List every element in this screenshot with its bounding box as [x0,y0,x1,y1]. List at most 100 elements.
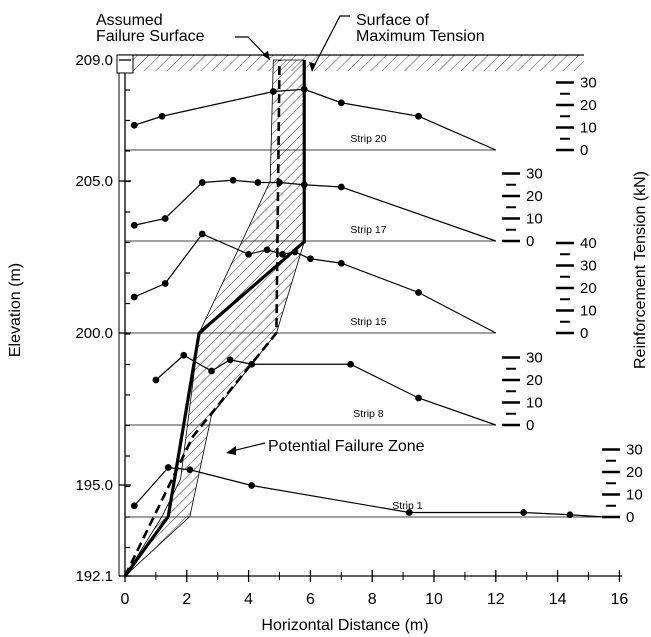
x-tick-label: 0 [121,591,130,608]
x-axis-label: Horizontal Distance (m) [261,617,428,634]
assumed-failure-surface-line [123,59,281,577]
x-tick-label: 12 [487,591,505,608]
x-tick-label: 14 [549,591,567,608]
tension-scale-label: 30 [626,442,643,459]
tension-line [134,233,497,334]
tension-scale-label: 30 [580,258,597,275]
potential-failure-zone-label: Potential Failure Zone [268,438,425,455]
x-tick-label: 6 [306,591,315,608]
tension-line [134,88,497,151]
max-tension-arrowhead [309,62,316,72]
maximum-tension-label: Surface of Maximum Tension [356,12,485,45]
tension-scale-label: 0 [526,417,534,434]
tension-scale-label: 30 [526,350,543,367]
tension-point [158,112,166,120]
tension-scale-label: 20 [526,188,543,205]
tension-point [130,293,138,301]
tension-point [269,88,277,95]
y-tick-label: 200.0 [75,325,113,342]
x-tick-label: 10 [425,591,443,608]
strip-baselines: Strip 20 Strip 17 Strip 15 Strip 8 Strip 1 [125,133,604,518]
tension-point [198,179,206,186]
tension-point [263,246,271,254]
tension-scale-label: 40 [580,235,597,252]
strip-label: Strip 1 [392,500,423,512]
tension-point [152,376,160,384]
tension-point [226,356,234,364]
strip-label: Strip 17 [350,224,386,236]
tension-scale-label: 20 [526,372,543,389]
tension-series [130,85,604,519]
tension-point [347,360,354,368]
strip-label: Strip 20 [350,133,386,145]
tension-point [300,181,308,189]
tension-point [415,112,422,120]
tension-scale-label: 20 [626,464,643,481]
tension-point [180,351,188,359]
tension-point [520,509,528,516]
tension-scale-label: 30 [526,166,543,183]
maximum-tension-surface-line [123,60,306,577]
tension-line [155,354,496,426]
tension-point [248,360,256,368]
x-tick-label: 2 [182,591,191,608]
tension-scale-label: 10 [580,303,597,320]
y-tick-label: 209.0 [75,52,113,69]
tension-point [337,259,345,267]
y-tick-label: 195.0 [75,477,113,494]
tension-point [229,176,237,184]
tension-scale-label: 10 [580,120,597,137]
strip-label: Strip 15 [350,316,386,328]
x-tick-label: 16 [611,591,629,608]
tension-point [186,466,194,474]
y-axis-label: Elevation (m) [7,263,24,357]
tension-point [161,280,169,287]
tension-line [134,179,496,242]
tension-point [566,511,574,519]
tension-point [291,248,299,256]
assumed-surface-arrowhead [262,51,270,60]
ground-surface-hatch [132,55,584,71]
tension-point [164,464,172,471]
strip-label: Strip 8 [353,408,384,420]
tension-scale-label: 0 [626,509,634,526]
tension-point [276,179,283,186]
max-tension-leader [311,15,350,71]
y-tick-label: 192.1 [75,568,113,585]
tension-scale-label: 0 [580,142,588,159]
tension-scale-label: 0 [580,325,588,342]
tension-point [300,85,308,93]
tension-point [307,255,314,263]
secondary-y-axis-label: Reinforcement Tension (kN) [632,171,649,369]
annotations: Assumed Failure Surface Surface of Maximum … [96,12,485,455]
tension-point [254,179,262,186]
tension-scale-label: 0 [526,233,534,250]
tick-labels: 0 2 4 6 8 10 12 14 16 192.1 195.0 200.0 205.0 209.0 [75,52,628,608]
tension-scale-label: 30 [580,75,597,92]
x-tick-label: 4 [244,591,253,608]
tension-scale-label: 20 [580,280,597,297]
tension-point [198,230,206,238]
wall-cap [116,54,134,74]
assumed-surface-leader [235,36,271,61]
tension-point [130,502,138,510]
failure-zone-arrowhead [226,446,236,455]
tension-point [245,250,253,258]
tension-point [130,221,138,229]
tension-point [279,250,286,258]
tension-point [161,215,169,222]
failure-surfaces [123,59,306,577]
tension-scale-label: 10 [526,211,543,228]
tension-point [415,289,422,296]
tension-point [208,367,215,375]
assumed-failure-surface-label: Assumed Failure Surface [96,12,205,45]
tension-scale-label: 10 [526,395,543,412]
tension-point [248,482,256,489]
tension-point [405,509,413,516]
tension-point [415,394,422,402]
y-tick-label: 205.0 [75,173,113,190]
tension-point [337,183,345,191]
tension-line [133,466,604,518]
tension-scales: 0 10 20 30 0 10 20 30 0 10 20 30 40 0 10 20 30 0 10 20 30 [502,75,643,526]
